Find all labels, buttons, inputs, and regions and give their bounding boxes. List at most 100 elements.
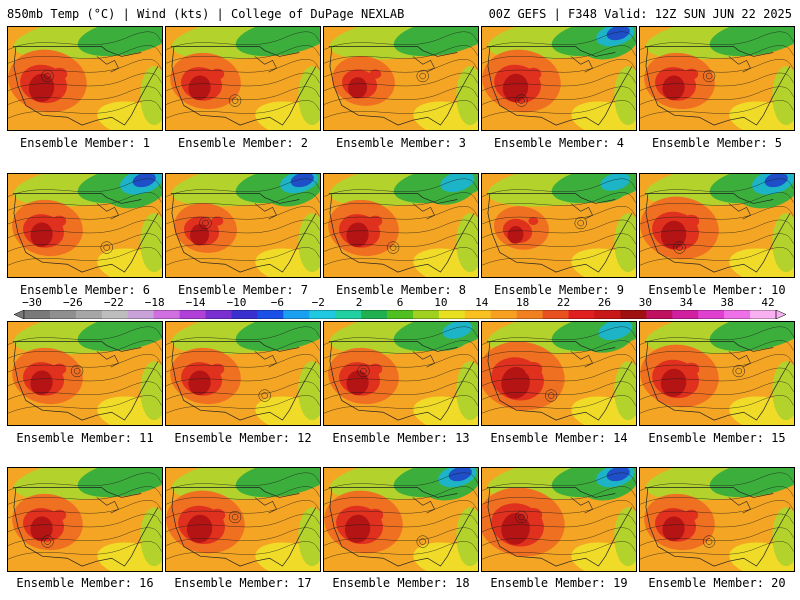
ensemble-member-map [7, 173, 163, 278]
ensemble-member-map [639, 467, 795, 572]
temperature-map-svg [324, 174, 478, 277]
colorbar-tick-label: −26 [62, 296, 83, 309]
colorbar-swatch [127, 310, 155, 319]
colorbar-swatch [568, 310, 595, 319]
ensemble-member-label: Ensemble Member: 6 [19, 283, 151, 297]
ensemble-member-map [639, 173, 795, 278]
ensemble-member-label: Ensemble Member: 8 [335, 283, 467, 297]
colorbar-tick-label: −18 [144, 296, 165, 309]
ensemble-member-map [323, 173, 479, 278]
colorbar-swatch [335, 310, 362, 319]
colorbar-swatch [283, 310, 310, 319]
temperature-map-svg [324, 322, 478, 425]
ensemble-member-label: Ensemble Member: 16 [16, 576, 154, 590]
temperature-map-svg [8, 322, 162, 425]
temperature-colorbar [14, 310, 786, 319]
temperature-map-svg [166, 174, 320, 277]
temperature-map-svg [8, 468, 162, 571]
temperature-map-svg [640, 322, 794, 425]
colorbar-tick-label: −10 [226, 296, 247, 309]
colorbar-swatch [750, 310, 777, 319]
colorbar-tick-label: 26 [597, 296, 612, 309]
colorbar-swatch [179, 310, 207, 319]
ensemble-member-map [165, 173, 321, 278]
ensemble-member-label: Ensemble Member: 3 [335, 136, 467, 150]
map-title-right: 00Z GEFS | F348 Valid: 12Z SUN JUN 22 20… [488, 7, 792, 21]
ensemble-member-map [7, 467, 163, 572]
temperature-map-svg [640, 468, 794, 571]
colorbar-tick-label: 14 [475, 296, 489, 309]
colorbar-svg [14, 310, 786, 319]
colorbar-swatch [412, 310, 440, 319]
colorbar-swatch [205, 310, 232, 319]
colorbar-tick-label: −22 [103, 296, 124, 309]
ensemble-member-label: Ensemble Member: 14 [490, 431, 628, 445]
ensemble-member-label: Ensemble Member: 1 [19, 136, 151, 150]
ensemble-member-map [481, 467, 637, 572]
colorbar-tick-label: 10 [434, 296, 448, 309]
ensemble-member-label: Ensemble Member: 12 [174, 431, 312, 445]
colorbar-tick-label: 22 [556, 296, 571, 309]
colorbar-swatch [724, 310, 751, 319]
colorbar-tick-label: −14 [185, 296, 206, 309]
ensemble-member-map [323, 26, 479, 131]
temperature-map-svg [166, 468, 320, 571]
colorbar-tick-label: 2 [355, 296, 363, 309]
colorbar-swatch [672, 310, 699, 319]
ensemble-member-map [639, 321, 795, 426]
temperature-map-svg [482, 174, 636, 277]
colorbar-swatch [75, 310, 103, 319]
colorbar-swatch [49, 310, 77, 319]
ensemble-member-map [481, 321, 637, 426]
colorbar-tick-label: 34 [679, 296, 693, 309]
temperature-map-svg [166, 27, 320, 130]
ensemble-member-label: Ensemble Member: 19 [490, 576, 628, 590]
colorbar-swatch [387, 310, 414, 319]
colorbar-swatch [257, 310, 284, 319]
colorbar-labels: −30 −26 −22 −18 −14 −10 −6 −2 2 6 10 14 18 22 26 30 34 38… [14, 296, 786, 310]
ensemble-member-label: Ensemble Member: 17 [174, 576, 312, 590]
colorbar-swatch [438, 310, 466, 319]
temperature-map-svg [8, 27, 162, 130]
ensemble-member-map [7, 321, 163, 426]
colorbar-swatch [542, 310, 570, 319]
ensemble-member-map [481, 26, 637, 131]
ensemble-member-label: Ensemble Member: 4 [493, 136, 625, 150]
colorbar-swatch [646, 310, 673, 319]
colorbar-tick-label: 18 [516, 296, 530, 309]
ensemble-member-map [323, 321, 479, 426]
ensemble-member-label: Ensemble Member: 10 [648, 283, 786, 297]
colorbar-swatch [153, 310, 181, 319]
colorbar-tick-label: −30 [22, 296, 42, 309]
ensemble-member-label: Ensemble Member: 5 [651, 136, 783, 150]
colorbar-swatch [620, 310, 647, 319]
colorbar-tick-label: 6 [396, 296, 404, 309]
colorbar-tick-label: 42 [761, 296, 775, 309]
ensemble-member-map [165, 321, 321, 426]
temperature-map-svg [324, 27, 478, 130]
ensemble-member-map [481, 173, 637, 278]
ensemble-member-map [639, 26, 795, 131]
temperature-map-svg [324, 468, 478, 571]
colorbar-swatch [464, 310, 492, 319]
temperature-map-svg [482, 322, 636, 425]
colorbar-swatch [309, 310, 336, 319]
colorbar-swatch [594, 310, 621, 319]
temperature-map-svg [640, 174, 794, 277]
ensemble-member-label: Ensemble Member: 20 [648, 576, 786, 590]
colorbar-swatch [698, 310, 725, 319]
map-title-left: 850mb Temp (°C) | Wind (kts) | College o… [7, 7, 405, 21]
ensemble-member-map [165, 467, 321, 572]
ensemble-member-map [165, 26, 321, 131]
ensemble-member-label: Ensemble Member: 13 [332, 431, 470, 445]
ensemble-member-label: Ensemble Member: 2 [177, 136, 309, 150]
colorbar-swatch [490, 310, 518, 319]
colorbar-tick-label: −2 [311, 296, 325, 309]
ensemble-member-label: Ensemble Member: 18 [332, 576, 470, 590]
ensemble-member-label: Ensemble Member: 11 [16, 431, 154, 445]
colorbar-swatch [361, 310, 388, 319]
colorbar-tick-label: 30 [638, 296, 652, 309]
colorbar-swatch [101, 310, 129, 319]
colorbar-tick-label: 38 [720, 296, 734, 309]
temperature-map-svg [8, 174, 162, 277]
